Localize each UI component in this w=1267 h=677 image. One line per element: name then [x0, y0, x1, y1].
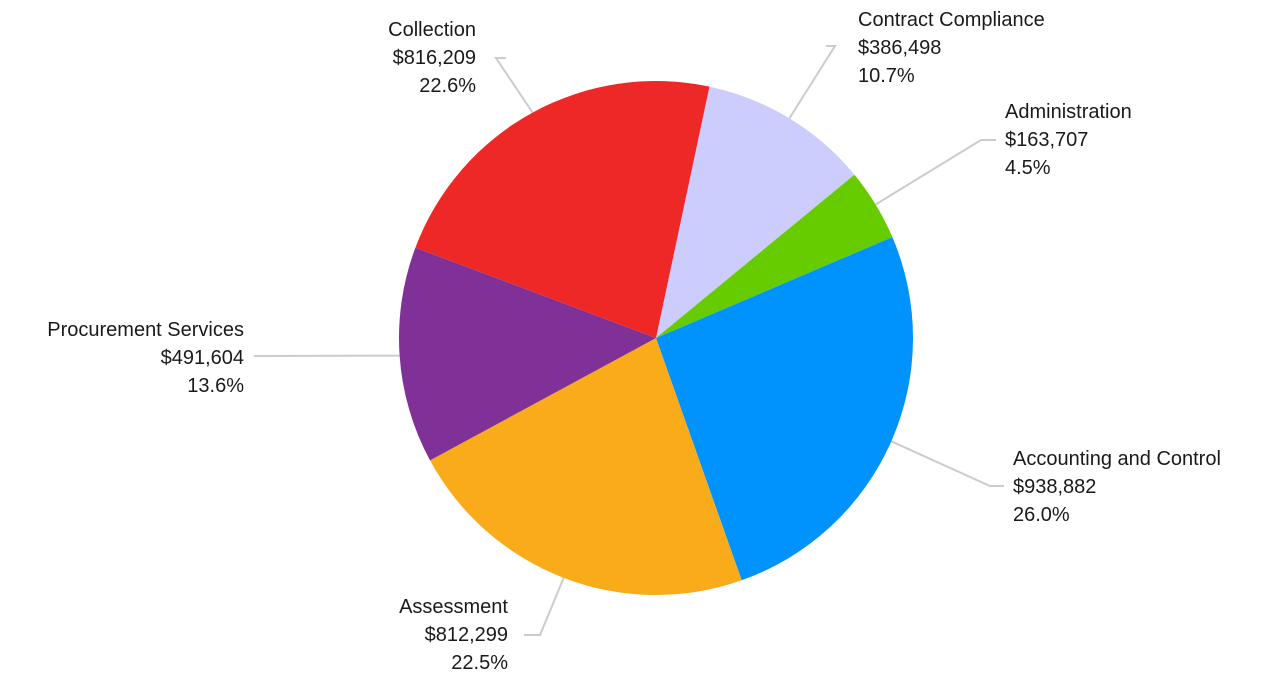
pie-slice-procurement-services	[398, 247, 656, 461]
pie-slice-collection	[415, 81, 710, 338]
slice-label-name: Accounting and Control	[1013, 448, 1221, 470]
leader-line-accounting-and-control	[890, 440, 1004, 487]
slice-label-percent: 10.7%	[858, 65, 915, 87]
leader-line-administration	[875, 139, 996, 206]
slice-label-percent: 26.0%	[1013, 504, 1070, 526]
slice-label-percent: 13.6%	[187, 375, 244, 397]
pie-slices	[398, 81, 913, 595]
slice-label-contract-compliance: Contract Compliance $386,498 10.7%	[858, 9, 1045, 87]
slice-label-value: $812,299	[425, 624, 508, 646]
pie-slice-assessment	[430, 338, 742, 595]
slice-label-name: Assessment	[399, 596, 508, 618]
slice-label-procurement-services: Procurement Services $491,604 13.6%	[47, 319, 244, 397]
slice-label-percent: 22.6%	[419, 75, 476, 97]
leader-line-assessment	[524, 577, 565, 636]
slice-label-name: Collection	[388, 19, 476, 41]
slice-label-percent: 22.5%	[451, 652, 508, 674]
slice-label-collection: Collection $816,209 22.6%	[388, 19, 476, 97]
slice-label-percent: 4.5%	[1005, 157, 1051, 179]
slice-label-name: Administration	[1005, 101, 1132, 123]
pie-slice-contract-compliance	[656, 86, 855, 339]
slice-label-name: Procurement Services	[47, 319, 244, 341]
slice-label-value: $163,707	[1005, 129, 1088, 151]
slice-label-value: $938,882	[1013, 476, 1096, 498]
slice-label-administration: Administration $163,707 4.5%	[1005, 101, 1132, 179]
slice-label-assessment: Assessment $812,299 22.5%	[399, 596, 508, 674]
leader-line-collection	[494, 57, 534, 114]
slice-label-accounting-and-control: Accounting and Control $938,882 26.0%	[1013, 448, 1221, 526]
slice-label-value: $386,498	[858, 37, 941, 59]
slice-label-value: $816,209	[393, 47, 476, 69]
pie-slice-accounting-and-control	[656, 237, 913, 581]
pie-slice-administration	[656, 174, 893, 338]
leader-line-contract-compliance	[788, 45, 837, 119]
leader-lines	[254, 45, 1004, 636]
slice-label-name: Contract Compliance	[858, 9, 1045, 31]
slice-label-value: $491,604	[161, 347, 244, 369]
